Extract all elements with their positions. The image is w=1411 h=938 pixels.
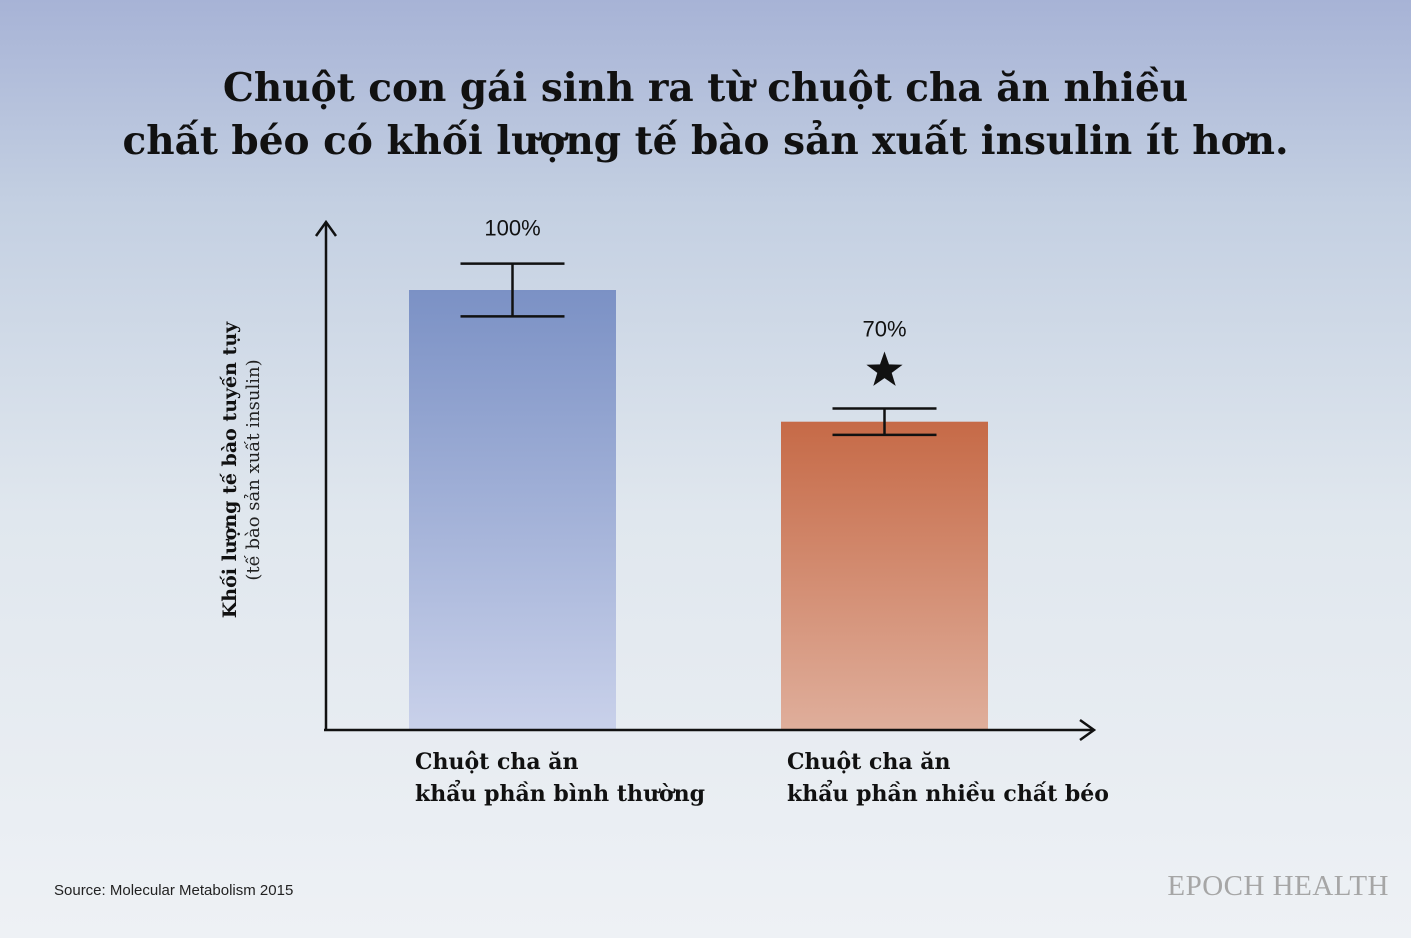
chart-title-line-1: Chuột con gái sinh ra từ chuột cha ăn nh… bbox=[222, 65, 1189, 111]
category-label-line: Chuột cha ăn bbox=[415, 749, 579, 775]
category-label-line: Chuột cha ăn bbox=[787, 749, 951, 775]
source-note: Source: Molecular Metabolism 2015 bbox=[54, 882, 294, 899]
brand-logo: EPOCH HEALTH bbox=[1167, 870, 1389, 902]
y-axis-label-sub: (tế bào sản xuất insulin) bbox=[243, 359, 264, 581]
value-labels-group: 100% 70% bbox=[484, 216, 907, 386]
value-label-0: 100% bbox=[484, 216, 540, 241]
chart-title-line-2: chất béo có khối lượng tế bào sản xuất i… bbox=[122, 118, 1289, 164]
value-label-1: 70% bbox=[862, 317, 906, 342]
y-axis-label: Khối lượng tế bào tuyến tụy (tế bào sản … bbox=[218, 300, 266, 640]
bar-0 bbox=[409, 290, 616, 729]
y-axis-label-main: Khối lượng tế bào tuyến tụy bbox=[219, 321, 241, 619]
chart-title: Chuột con gái sinh ra từ chuột cha ăn nh… bbox=[0, 62, 1411, 168]
bars-group bbox=[409, 290, 988, 729]
significance-star-icon bbox=[866, 351, 903, 386]
category-label-line: khẩu phần nhiều chất béo bbox=[787, 781, 1109, 807]
bar-1 bbox=[781, 421, 988, 729]
category-label-normal-diet: Chuột cha ăn khẩu phần bình thường bbox=[415, 746, 705, 810]
category-label-line: khẩu phần bình thường bbox=[415, 781, 706, 807]
y-axis-arrow bbox=[314, 219, 338, 237]
axes-group bbox=[314, 219, 1097, 742]
category-label-high-fat-diet: Chuột cha ăn khẩu phần nhiều chất béo bbox=[787, 746, 1109, 810]
x-axis-arrow bbox=[1079, 718, 1097, 742]
error-bars-group bbox=[460, 262, 937, 437]
